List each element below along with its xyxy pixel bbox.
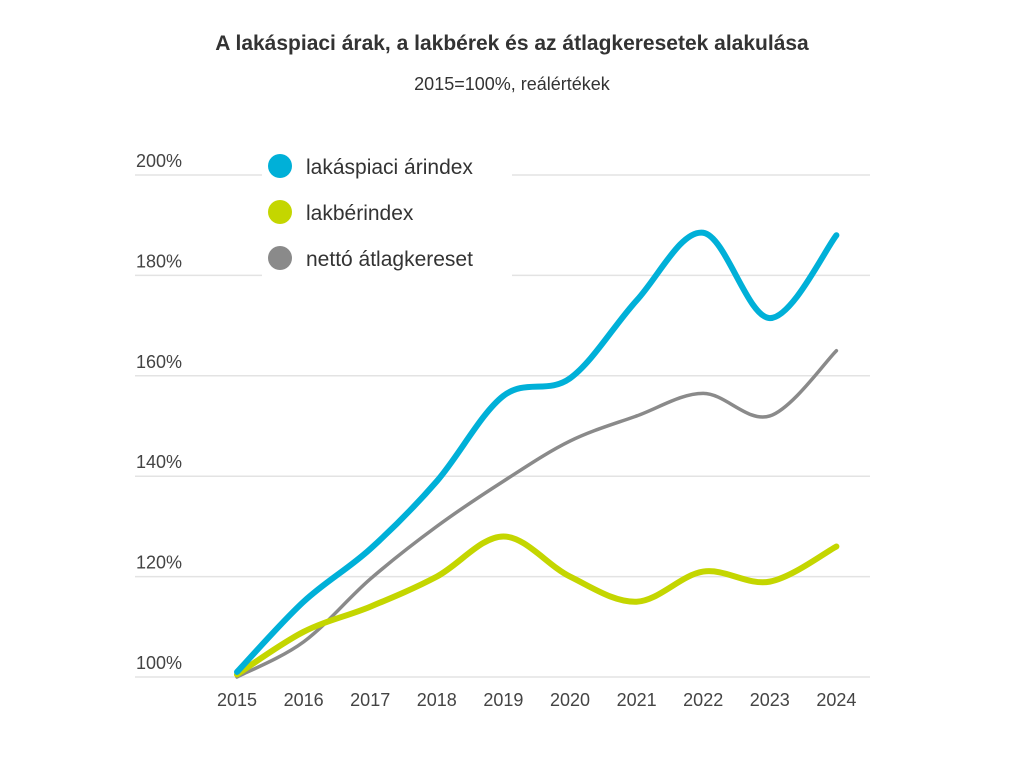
- legend-label: lakáspiaci árindex: [306, 156, 473, 179]
- x-tick-label: 2016: [284, 690, 324, 710]
- x-tick-label: 2024: [816, 690, 856, 710]
- legend-marker: [268, 154, 292, 178]
- x-tick-label: 2022: [683, 690, 723, 710]
- series-line-1: [234, 533, 840, 678]
- y-tick-label: 120%: [136, 553, 182, 573]
- x-tick-label: 2023: [750, 690, 790, 710]
- series-line-0: [234, 229, 840, 675]
- series-line-2: [235, 348, 839, 679]
- y-tick-label: 200%: [136, 151, 182, 171]
- y-tick-label: 160%: [136, 352, 182, 372]
- y-tick-label: 180%: [136, 251, 182, 271]
- legend-background: [262, 145, 512, 285]
- x-tick-label: 2018: [417, 690, 457, 710]
- chart-subtitle: 2015=100%, reálértékek: [414, 74, 610, 94]
- x-tick-label: 2017: [350, 690, 390, 710]
- chart-title: A lakáspiaci árak, a lakbérek és az átla…: [215, 32, 809, 55]
- x-tick-label: 2020: [550, 690, 590, 710]
- y-tick-label: 140%: [136, 452, 182, 472]
- x-tick-label: 2015: [217, 690, 257, 710]
- legend-label: nettó átlagkereset: [306, 248, 473, 271]
- legend-marker: [268, 246, 292, 270]
- x-tick-label: 2021: [617, 690, 657, 710]
- legend-label: lakbérindex: [306, 202, 414, 225]
- y-tick-label: 100%: [136, 653, 182, 673]
- legend-marker: [268, 200, 292, 224]
- x-tick-label: 2019: [483, 690, 523, 710]
